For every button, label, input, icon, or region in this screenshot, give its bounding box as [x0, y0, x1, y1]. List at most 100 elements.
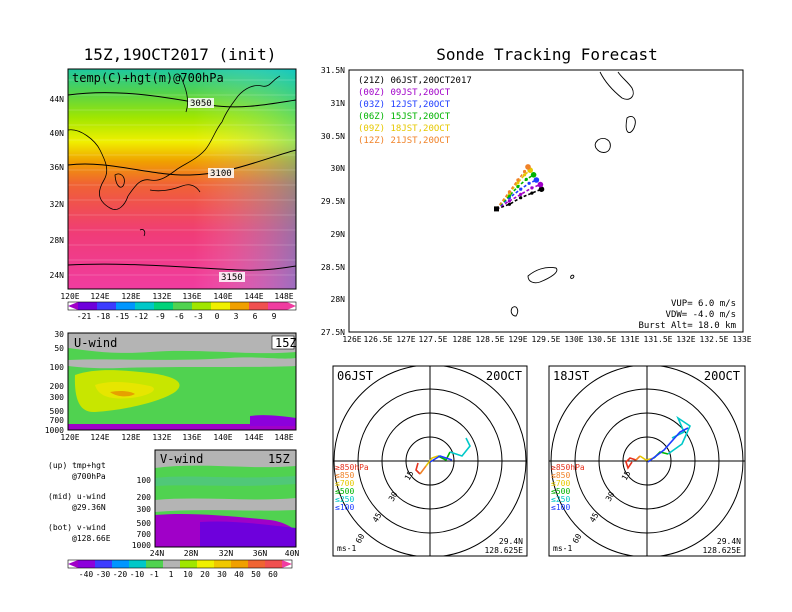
temp-cbar-tick: -3 — [193, 312, 203, 321]
track-lon-tick: 127.5E — [419, 335, 448, 344]
map-label: temp(C)+hgt(m)@700hPa — [72, 71, 224, 85]
track-point — [507, 194, 511, 198]
notes: (up) tmp+hgt @700hPa (mid) u-wind @29.36… — [48, 461, 111, 543]
track-point — [523, 173, 527, 177]
map-lon-tick: 136E — [182, 292, 201, 301]
param-burst: Burst Alt= 18.0 km — [638, 321, 736, 331]
ring-label: 45 — [371, 511, 384, 524]
uwind-time: 15Z — [275, 336, 297, 350]
track-lat-tick: 30N — [331, 164, 346, 173]
coastlines — [68, 74, 281, 237]
map-lon-tick: 144E — [244, 292, 263, 301]
uwind-lon-tick: 148E — [274, 433, 293, 442]
map-lon-tick: 124E — [90, 292, 109, 301]
level-entry: ≥850hPa — [335, 463, 369, 472]
track-lon-tick: 132.5E — [700, 335, 729, 344]
temp-cbar-tick: -12 — [134, 312, 149, 321]
track-lat-tick: 31.5N — [321, 66, 345, 75]
wind-cbar-tick: 40 — [234, 570, 244, 579]
track-params: VUP= 6.0 m/s VDW= -4.0 m/s Burst Alt= 18… — [638, 299, 736, 331]
temp-map-panel: temp(C)+hgt(m)@700hPa 3050 3100 3150 44N… — [50, 68, 297, 321]
track-lon-tick: 130.5E — [588, 335, 617, 344]
wind-cbar-tick: -20 — [113, 570, 128, 579]
vwind-p-tick: 1000 — [132, 541, 151, 550]
hodo-right-levels: ≥850hPa ≤850 ≤700 ≤500 ≤250 ≤100 — [551, 463, 585, 512]
map-lat-tick: 24N — [50, 271, 65, 280]
track-line-1 — [496, 183, 541, 210]
uwind-p-tick: 700 — [50, 416, 65, 425]
temp-cbar-tick: -9 — [155, 312, 165, 321]
track-lat-ticks: 31.5N 31N 30.5N 30N 29.5N 29N 28.5N 28N … — [321, 66, 345, 337]
vwind-p-tick: 500 — [137, 519, 152, 528]
wind-cbar-tick: 50 — [251, 570, 261, 579]
vwind-p-tick: 200 — [137, 493, 152, 502]
temp-cbar-tick: -6 — [174, 312, 184, 321]
vwind-time: 15Z — [268, 452, 290, 466]
wind-cbar-tick: 30 — [217, 570, 227, 579]
track-point — [530, 191, 534, 195]
ring-label: 60 — [354, 532, 367, 545]
map-lat-tick: 36N — [50, 163, 65, 172]
hodo-left-rings: 15 30 45 60 — [354, 469, 416, 545]
track-lon-tick: 129.5E — [532, 335, 561, 344]
track-lon-tick: 126E — [342, 335, 361, 344]
hodo-left-lon: 128.625E — [484, 546, 523, 555]
map-lat-tick: 44N — [50, 95, 65, 104]
wind-cbar-tick: -1 — [149, 570, 159, 579]
legend-entry: (03Z) 12JST,20OCT — [358, 100, 451, 110]
track-lon-tick: 133E — [732, 335, 751, 344]
param-vup: VUP= 6.0 m/s — [671, 299, 736, 309]
hodo-right-rings: 15 30 45 60 — [571, 469, 633, 545]
wind-cbar-tick: 1 — [169, 570, 174, 579]
track-point — [519, 196, 523, 200]
track-point — [524, 177, 528, 181]
track-islands — [510, 71, 636, 317]
track-lon-tick: 128E — [452, 335, 471, 344]
track-point — [507, 199, 511, 203]
temp-cbar-tick: 6 — [253, 312, 258, 321]
track-point — [507, 202, 511, 206]
uwind-lon-tick: 140E — [213, 433, 232, 442]
temp-cbar-tick: -21 — [77, 312, 92, 321]
uwind-lon-ticks: 120E 124E 128E 132E 136E 140E 144E 148E — [60, 433, 293, 442]
track-point — [516, 185, 520, 189]
track-series — [494, 164, 545, 212]
track-point — [516, 181, 520, 185]
vwind-lat-tick: 28N — [184, 549, 199, 558]
track-lat-tick: 29.5N — [321, 197, 345, 206]
uwind-lon-tick: 144E — [244, 433, 263, 442]
uwind-p-tick: 50 — [54, 344, 64, 353]
track-point — [516, 178, 520, 182]
track-lat-tick: 27.5N — [321, 328, 345, 337]
vwind-p-ticks: 100 200 300 500 700 1000 — [132, 476, 151, 550]
track-lon-tick: 131E — [620, 335, 639, 344]
track-point — [530, 172, 537, 178]
uwind-lon-tick: 124E — [90, 433, 109, 442]
uwind-p-tick: 100 — [50, 363, 65, 372]
map-lat-tick: 32N — [50, 200, 65, 209]
level-entry: ≤700 — [335, 479, 354, 488]
ring-label: 60 — [571, 532, 584, 545]
left-title: 15Z,19OCT2017 (init) — [84, 45, 277, 64]
contour-label-3100: 3100 — [210, 169, 232, 179]
temp-banding — [68, 79, 296, 276]
track-point — [527, 181, 531, 185]
track-lon-tick: 127E — [396, 335, 415, 344]
map-lon-tick: 148E — [274, 292, 293, 301]
uwind-lon-tick: 120E — [60, 433, 79, 442]
vwind-lat-tick: 32N — [219, 549, 234, 558]
param-vdw: VDW= -4.0 m/s — [666, 310, 736, 320]
uwind-lon-tick: 136E — [182, 433, 201, 442]
temp-colorbar: -21 -18 -15 -12 -9 -6 -3 0 3 6 9 — [67, 301, 297, 321]
map-lon-ticks: 120E 124E 128E 132E 136E 140E 144E 148E — [60, 292, 293, 301]
map-lon-tick: 132E — [152, 292, 171, 301]
level-entry: ≤100 — [551, 503, 570, 512]
track-legend: (21Z) 06JST,20OCT2017 (00Z) 09JST,20OCT … — [358, 76, 472, 146]
hodo-right-date: 20OCT — [704, 369, 740, 383]
hodograph-right: 18JST 20OCT 15 30 45 60 ≥850hPa ≤850 ≤70… — [548, 365, 746, 557]
level-entry: ≤250 — [335, 495, 354, 504]
level-entry: ≤850 — [335, 471, 354, 480]
ring-label: 30 — [387, 490, 400, 503]
uwind-p-tick: 200 — [50, 382, 65, 391]
temp-cbar-tick: 9 — [272, 312, 277, 321]
